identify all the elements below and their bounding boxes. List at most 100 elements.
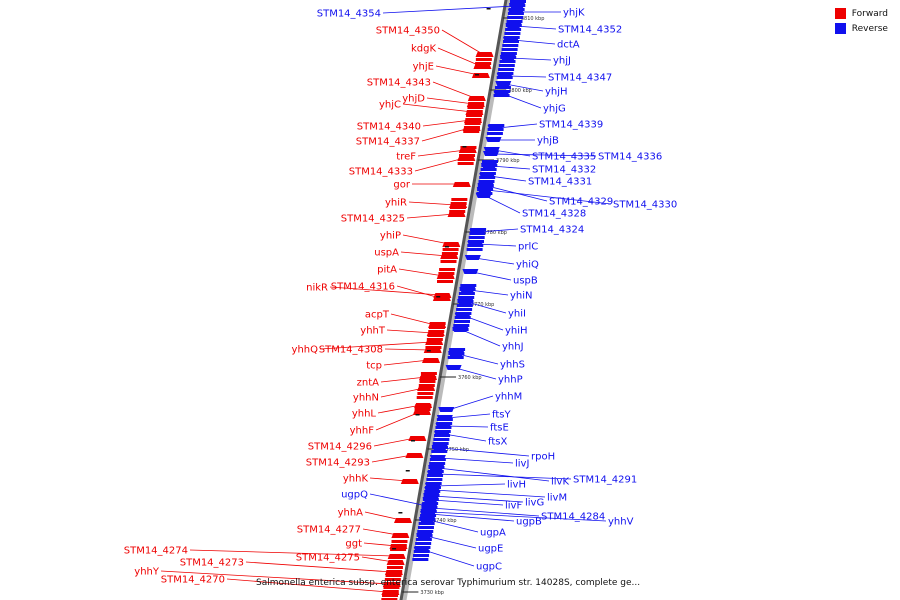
gene-block-reverse bbox=[494, 90, 511, 93]
gene-block-forward bbox=[464, 122, 481, 125]
gene-block-reverse bbox=[428, 466, 445, 469]
gene-leader-line bbox=[402, 103, 473, 113]
gene-block-reverse bbox=[498, 68, 515, 71]
gene-block-forward bbox=[457, 162, 474, 165]
gene-block-reverse bbox=[503, 40, 519, 43]
gene-leader-line bbox=[464, 315, 504, 331]
gene-leader-line bbox=[486, 189, 612, 205]
gene-leader-line bbox=[380, 376, 427, 383]
gene-block-forward bbox=[437, 280, 453, 283]
gene-leader-line bbox=[396, 285, 440, 299]
gene-block-reverse bbox=[421, 506, 438, 509]
gene-label-reverse: livM bbox=[547, 493, 567, 504]
gene-leader-line bbox=[457, 353, 499, 365]
gene-block-reverse bbox=[468, 236, 485, 239]
gene-leader-line bbox=[426, 97, 474, 105]
gene-block-reverse bbox=[436, 422, 453, 425]
gene-label-reverse: yhiN bbox=[510, 291, 533, 302]
gene-block-reverse bbox=[418, 522, 435, 525]
gene-label-forward: yhiP bbox=[380, 231, 401, 242]
gene-block-reverse bbox=[476, 192, 493, 195]
gene-leader-line bbox=[400, 251, 448, 257]
gene-block-reverse bbox=[482, 160, 498, 163]
gene-block-reverse bbox=[436, 418, 453, 421]
gene-label-reverse: STM14_4284 bbox=[541, 512, 605, 523]
gene-block-reverse bbox=[497, 72, 514, 75]
feature-marker bbox=[426, 350, 431, 352]
gene-leader-line bbox=[472, 271, 512, 281]
gene-label-reverse: yhhS bbox=[500, 360, 525, 371]
gene-label-forward: STM14_4273 bbox=[180, 558, 244, 569]
gene-label-forward: STM14_4325 bbox=[341, 214, 405, 225]
gene-leader-line bbox=[189, 549, 395, 557]
gene-block-reverse bbox=[454, 320, 470, 323]
gene-label-reverse: dctA bbox=[557, 40, 580, 51]
gene-leader-line bbox=[430, 511, 607, 522]
feature-marker bbox=[392, 548, 397, 550]
feature-marker bbox=[475, 74, 480, 76]
gene-feature-reverse bbox=[495, 81, 512, 86]
gene-leader-line bbox=[406, 213, 455, 219]
gene-block-forward bbox=[439, 268, 456, 271]
gene-leader-line bbox=[373, 437, 416, 447]
gene-feature-forward bbox=[387, 554, 406, 559]
gene-leader-line bbox=[369, 493, 428, 507]
gene-block-forward bbox=[440, 260, 457, 263]
gene-block-forward bbox=[458, 158, 475, 161]
gene-block-reverse bbox=[479, 172, 496, 175]
gene-leader-line bbox=[509, 57, 552, 61]
gene-label-reverse: STM14_4339 bbox=[539, 120, 603, 131]
gene-label-reverse: STM14_4347 bbox=[548, 73, 612, 84]
feature-marker bbox=[398, 512, 403, 514]
gene-block-forward bbox=[463, 126, 480, 129]
gene-label-forward: gor bbox=[393, 180, 410, 191]
gene-leader-line bbox=[160, 570, 390, 585]
gene-leader-line bbox=[384, 348, 431, 351]
gene-block-reverse bbox=[458, 296, 475, 299]
gene-label-forward: yhhQ bbox=[292, 345, 319, 356]
gene-label-reverse: STM14_4331 bbox=[528, 177, 592, 188]
gene-feature-forward bbox=[405, 453, 424, 458]
gene-feature-reverse bbox=[462, 269, 479, 274]
gene-feature-forward bbox=[423, 348, 442, 353]
gene-label-reverse: yhjH bbox=[545, 87, 568, 98]
gene-block-reverse bbox=[486, 132, 503, 135]
gene-leader-line bbox=[398, 268, 444, 277]
gene-label-reverse: prlC bbox=[518, 242, 538, 253]
gene-label-forward: yhhF bbox=[350, 426, 375, 437]
gene-block-forward bbox=[420, 376, 437, 379]
gene-label-reverse: yhhJ bbox=[502, 342, 524, 353]
gene-label-forward: STM14_4316 bbox=[331, 282, 395, 293]
gene-block-forward bbox=[459, 150, 476, 153]
gene-block-forward bbox=[416, 396, 433, 399]
gene-leader-line bbox=[402, 234, 450, 245]
gene-block-reverse bbox=[433, 438, 450, 441]
gene-block-reverse bbox=[470, 228, 487, 231]
gene-feature-reverse bbox=[483, 147, 500, 152]
gene-leader-line bbox=[438, 467, 550, 482]
gene-label-reverse: STM14_4332 bbox=[532, 165, 596, 176]
gene-block-forward bbox=[390, 548, 407, 551]
gene-leader-line bbox=[441, 447, 530, 457]
scale-tick-label: 3780 kbp bbox=[483, 230, 507, 236]
legend: Forward Reverse bbox=[834, 8, 888, 38]
gene-block-reverse bbox=[499, 60, 516, 63]
gene-block-reverse bbox=[449, 348, 466, 351]
gene-leader-line bbox=[382, 5, 515, 14]
gene-block-reverse bbox=[500, 52, 517, 55]
gene-label-reverse: livG bbox=[525, 498, 544, 509]
gene-block-reverse bbox=[456, 304, 473, 307]
gene-leader-line bbox=[439, 457, 514, 464]
gene-leader-line bbox=[434, 483, 506, 487]
gene-label-reverse: ugpC bbox=[476, 562, 502, 573]
scale-tick-label: 3790 kbp bbox=[496, 158, 520, 164]
gene-feature-reverse bbox=[464, 255, 481, 260]
legend-reverse-label: Reverse bbox=[851, 23, 888, 34]
gene-leader-line bbox=[506, 75, 547, 78]
gene-block-reverse bbox=[506, 20, 523, 23]
gene-label-reverse: livH bbox=[507, 480, 526, 491]
gene-label-forward: STM14_4277 bbox=[297, 525, 361, 536]
gene-block-reverse bbox=[456, 308, 473, 311]
gene-block-reverse bbox=[429, 458, 446, 461]
gene-block-forward bbox=[438, 272, 455, 275]
